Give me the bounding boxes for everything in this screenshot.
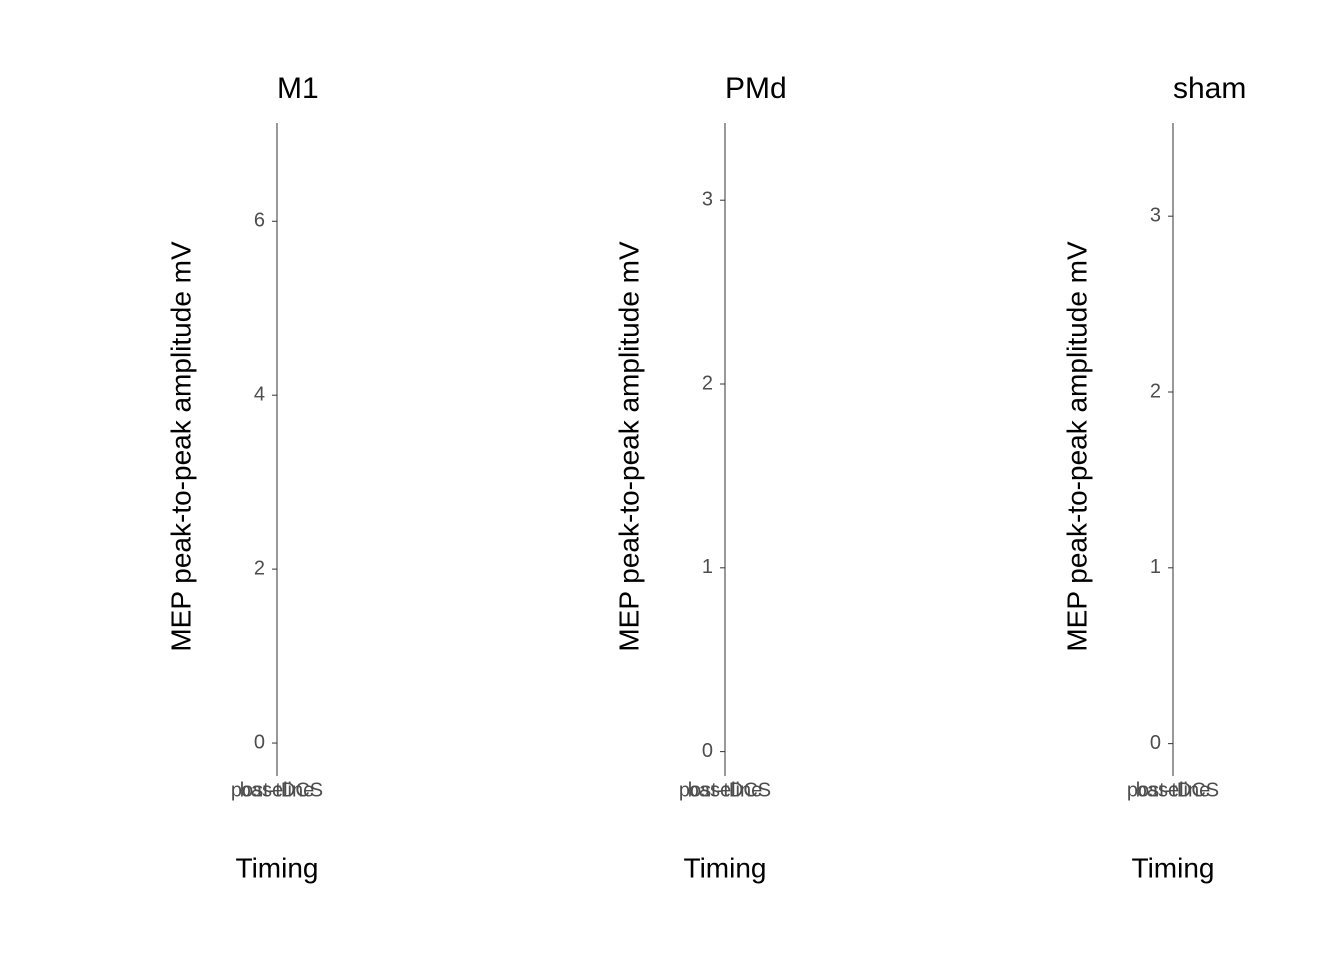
- y-tick-label: 2: [254, 557, 265, 579]
- x-axis-title: Timing: [684, 852, 767, 883]
- panel-title: sham: [1173, 72, 1246, 105]
- y-tick-label: 1: [702, 556, 713, 578]
- y-tick-label: 4: [254, 383, 265, 405]
- y-tick-label: 2: [1150, 380, 1161, 402]
- y-axis-title: MEP peak-to-peak amplitude mV: [1061, 241, 1092, 652]
- y-tick-label: 0: [702, 740, 713, 762]
- x-axis-title: Timing: [1132, 852, 1215, 883]
- y-axis-title: MEP peak-to-peak amplitude mV: [613, 241, 644, 652]
- y-axis-title: MEP peak-to-peak amplitude mV: [165, 241, 196, 652]
- y-tick-label: 2: [702, 372, 713, 394]
- panel-title: M1: [277, 72, 319, 105]
- x-tick-label: baseline: [1136, 779, 1211, 801]
- x-tick-label: post-tDCS: [231, 779, 323, 801]
- y-tick-label: 0: [1150, 732, 1161, 754]
- x-tick-label: post-tDCS: [679, 779, 771, 801]
- y-tick-label: 3: [702, 188, 713, 210]
- panel-title: PMd: [725, 72, 787, 105]
- x-axis-title: Timing: [236, 852, 319, 883]
- y-tick-label: 6: [254, 210, 265, 232]
- x-tick-label: baseline: [688, 779, 763, 801]
- y-tick-label: 1: [1150, 556, 1161, 578]
- x-tick-label: baseline: [240, 779, 315, 801]
- y-tick-label: 0: [254, 731, 265, 753]
- x-tick-label: post-tDCS: [1127, 779, 1219, 801]
- y-tick-label: 3: [1150, 204, 1161, 226]
